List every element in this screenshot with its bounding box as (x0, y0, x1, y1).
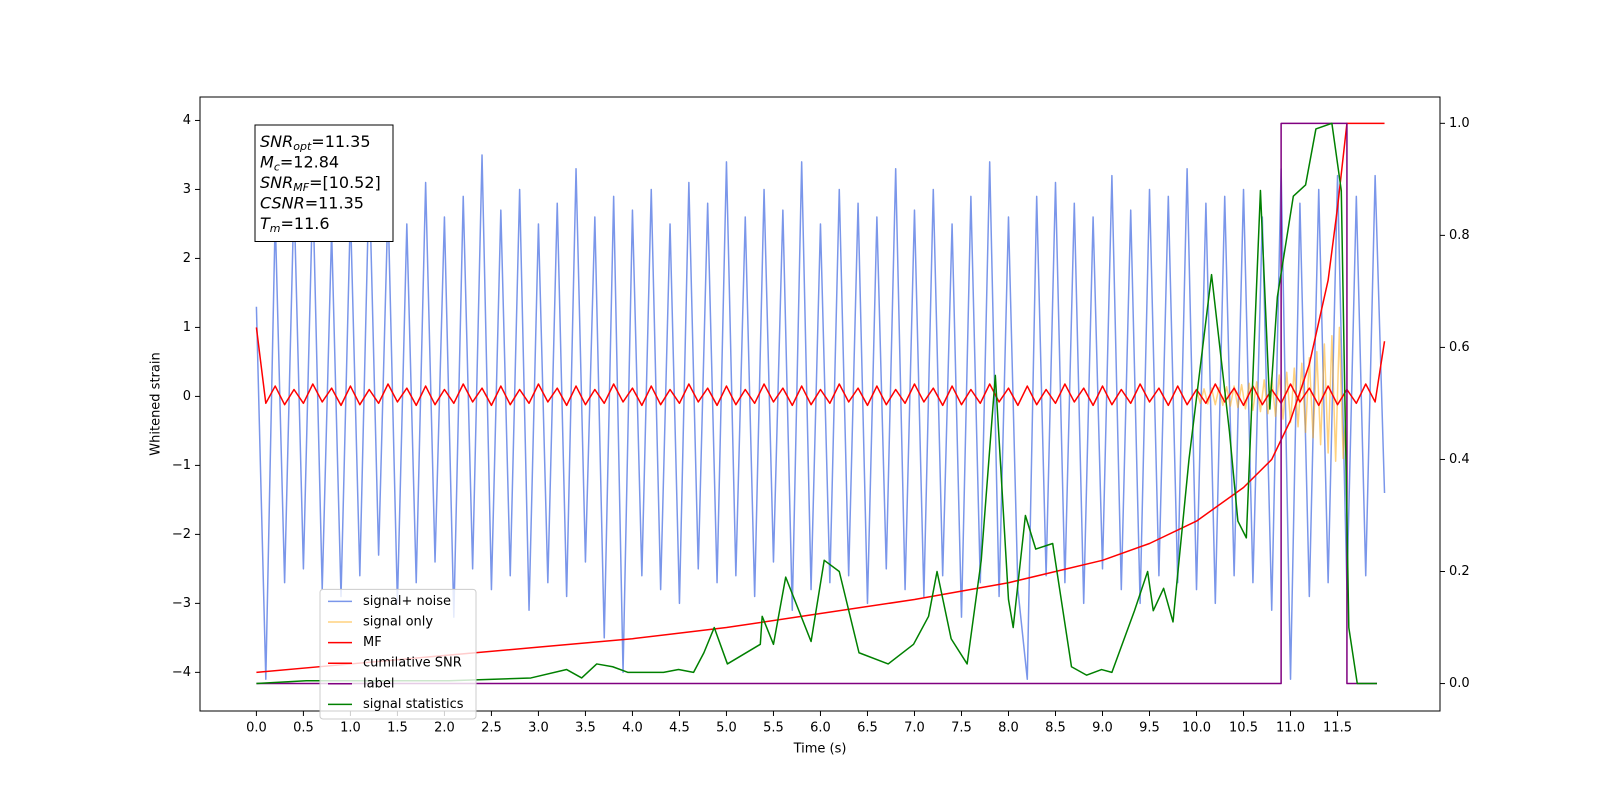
y2-tick-label: 1.0 (1449, 116, 1470, 131)
annotation-line: Tm=11.6 (260, 214, 330, 236)
annotation-text: =12.84 (280, 152, 339, 171)
y2-tick-label: 0.0 (1449, 676, 1470, 691)
y2-tick-label: 0.8 (1449, 228, 1470, 243)
y-tick-label: 0 (183, 389, 191, 404)
x-axis-label: Time (s) (793, 742, 847, 757)
legend-label: label (363, 676, 394, 691)
y-tick-label: −3 (172, 596, 191, 611)
annotation-symbol: M (260, 152, 274, 171)
y2-tick-label: 0.4 (1449, 452, 1470, 467)
y-tick-label: 2 (183, 251, 191, 266)
x-tick-label: 6.5 (857, 721, 878, 736)
annotation-text: =11.35 (305, 193, 364, 212)
y2-tick-label: 0.2 (1449, 564, 1470, 579)
x-tick-label: 8.5 (1045, 721, 1066, 736)
annotation-symbol: CSNR (260, 193, 305, 212)
x-tick-label: 1.0 (340, 721, 361, 736)
annotation-subscript: m (270, 222, 281, 235)
x-tick-label: 8.0 (998, 721, 1019, 736)
series-line (255, 327, 1386, 407)
series-line (256, 122, 1378, 685)
x-tick-label: 3.5 (575, 721, 596, 736)
y2-tick-label: 0.6 (1449, 340, 1470, 355)
x-tick-label: 6.0 (810, 721, 831, 736)
x-tick-label: 10.0 (1182, 721, 1211, 736)
x-tick-label: 0.0 (246, 721, 267, 736)
series-line (256, 122, 1385, 674)
series-line (255, 154, 1386, 681)
legend-label: signal statistics (363, 697, 464, 712)
annotation-symbol: SNR (260, 173, 293, 192)
x-tick-label: 3.0 (528, 721, 549, 736)
x-tick-label: 11.0 (1276, 721, 1305, 736)
annotation-text: =11.6 (281, 214, 330, 233)
annotation-symbol: T (260, 214, 271, 233)
y-tick-label: −2 (172, 527, 191, 542)
x-tick-label: 10.5 (1229, 721, 1258, 736)
x-tick-label: 1.5 (387, 721, 408, 736)
x-tick-label: 11.5 (1323, 721, 1352, 736)
series-line (256, 122, 1378, 685)
x-tick-label: 2.0 (434, 721, 455, 736)
x-tick-label: 9.0 (1092, 721, 1113, 736)
x-tick-label: 2.5 (481, 721, 502, 736)
y-tick-label: −1 (172, 458, 191, 473)
legend-label: signal only (363, 615, 433, 630)
legend-frame (319, 588, 477, 720)
x-tick-label: 4.0 (622, 721, 643, 736)
x-tick-label: 7.5 (951, 721, 972, 736)
x-tick-label: 5.5 (763, 721, 784, 736)
annotation-subscript: MF (293, 181, 309, 194)
legend-label: signal+ noise (363, 594, 451, 609)
y-tick-label: 3 (183, 182, 191, 197)
annotation-line: SNRopt=11.35 (260, 132, 371, 154)
y-axis-label: Whitened strain (149, 352, 164, 455)
y-tick-label: −4 (172, 665, 191, 680)
x-tick-label: 7.0 (904, 721, 925, 736)
annotation-line: Mc=12.84 (260, 152, 339, 174)
annotation-subscript: c (274, 161, 280, 174)
annotation-frame (254, 124, 394, 242)
annotation-subscript: opt (293, 140, 312, 153)
annotation-text: =11.35 (311, 132, 370, 151)
y-tick-label: 1 (183, 320, 191, 335)
plot-area (255, 122, 1386, 685)
legend-label: cumilative SNR (363, 656, 462, 671)
annotation-line: CSNR=11.35 (260, 193, 364, 212)
x-tick-label: 5.0 (716, 721, 737, 736)
annotation-symbol: SNR (260, 132, 293, 151)
annotation-box: SNRopt=11.35Mc=12.84SNRMF=[10.52]CSNR=11… (254, 124, 394, 242)
x-tick-label: 0.5 (293, 721, 314, 736)
annotation-line: SNRMF=[10.52] (260, 173, 381, 195)
x-tick-label: 9.5 (1139, 721, 1160, 736)
legend-label: MF (363, 635, 382, 650)
annotation-text: =[10.52] (309, 173, 381, 192)
x-tick-label: 4.5 (669, 721, 690, 736)
y-tick-label: 4 (183, 113, 191, 128)
legend: signal+ noise signal only MF cumilative SNR… (319, 588, 477, 720)
